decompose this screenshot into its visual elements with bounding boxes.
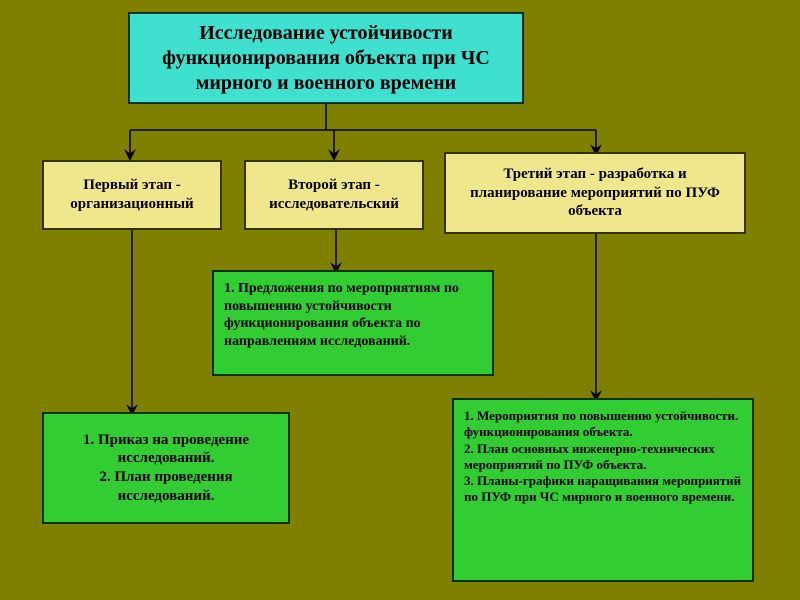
stage-2-text: Второй этап - исследовательский — [256, 176, 412, 214]
stage-2-detail-text: 1. Предложения по мероприятиям по повыше… — [224, 281, 459, 349]
title-box: Исследование устойчивости функционирован… — [128, 12, 524, 104]
diagram-canvas: Исследование устойчивости функционирован… — [0, 0, 800, 600]
stage-2-detail-box: 1. Предложения по мероприятиям по повыше… — [212, 270, 494, 376]
title-text: Исследование устойчивости функционирован… — [140, 21, 512, 96]
stage-2-box: Второй этап - исследовательский — [244, 160, 424, 230]
stage-3-detail-text: 1. Мероприятия по повышению устойчивости… — [464, 408, 741, 504]
stage-1-detail-box: 1. Приказ на проведение исследований. 2.… — [42, 412, 290, 524]
stage-1-box: Первый этап - организационный — [42, 160, 222, 230]
stage-1-text: Первый этап - организационный — [54, 176, 210, 214]
stage-3-box: Третий этап - разработка и планирование … — [444, 152, 746, 234]
stage-1-detail-text: 1. Приказ на проведение исследований. 2.… — [54, 431, 278, 506]
stage-3-text: Третий этап - разработка и планирование … — [456, 165, 734, 221]
stage-3-detail-box: 1. Мероприятия по повышению устойчивости… — [452, 398, 754, 582]
